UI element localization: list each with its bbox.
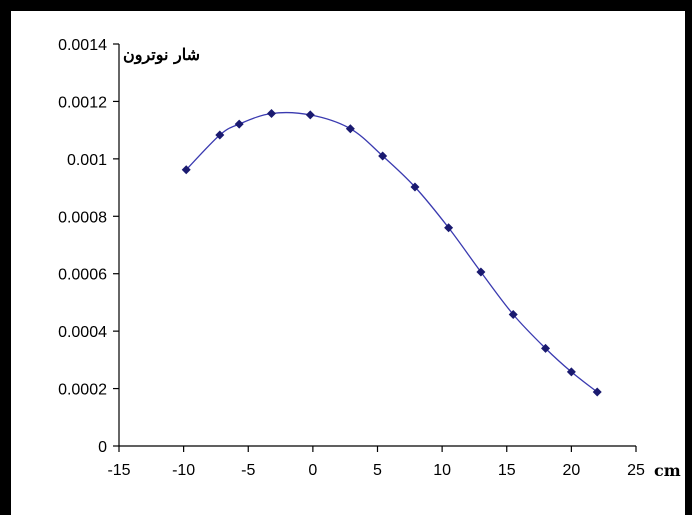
y-tick-label: 0.0008 [58,209,107,226]
y-axis-ticks: 0 0.0002 0.0004 0.0006 0.0008 0.001 0.0012 0.00… [58,37,119,456]
x-tick-label: 10 [433,462,451,479]
y-tick-label: 0.0004 [58,324,107,341]
data-point-marker [444,223,454,233]
data-point-marker [378,151,388,161]
y-tick-label: 0.0002 [58,382,107,399]
y-tick-label: 0 [98,439,107,456]
x-tick-label: 0 [308,462,317,479]
data-point-marker [508,309,518,319]
data-point-marker [592,387,602,397]
data-point-marker [215,130,225,140]
data-point-marker [267,108,277,118]
series-line [185,111,598,393]
data-point-marker [566,367,576,377]
x-tick-label: -10 [172,462,195,479]
x-tick-label: 25 [627,462,645,479]
y-tick-label: 0.0006 [58,267,107,284]
x-axis-title: cm [654,461,681,480]
axes [118,44,636,447]
data-point-marker [345,124,355,134]
y-tick-label: 0.001 [67,152,107,169]
data-point-marker [234,119,244,129]
x-axis-ticks: -15 -10 -5 0 5 10 15 20 25 [107,446,645,479]
x-tick-label: -15 [107,462,130,479]
data-point-marker [305,110,315,120]
x-tick-label: 20 [562,462,580,479]
x-tick-label: 5 [373,462,382,479]
data-point-marker [476,267,486,277]
y-tick-label: 0.0014 [58,37,107,54]
x-tick-label: 15 [498,462,516,479]
data-point-marker [410,182,420,192]
x-tick-label: -5 [241,462,255,479]
series-markers [181,108,602,397]
y-tick-label: 0.0012 [58,94,107,111]
y-axis-title: شار نوترون [123,45,200,65]
data-point-marker [541,343,551,353]
data-point-marker [181,165,191,175]
